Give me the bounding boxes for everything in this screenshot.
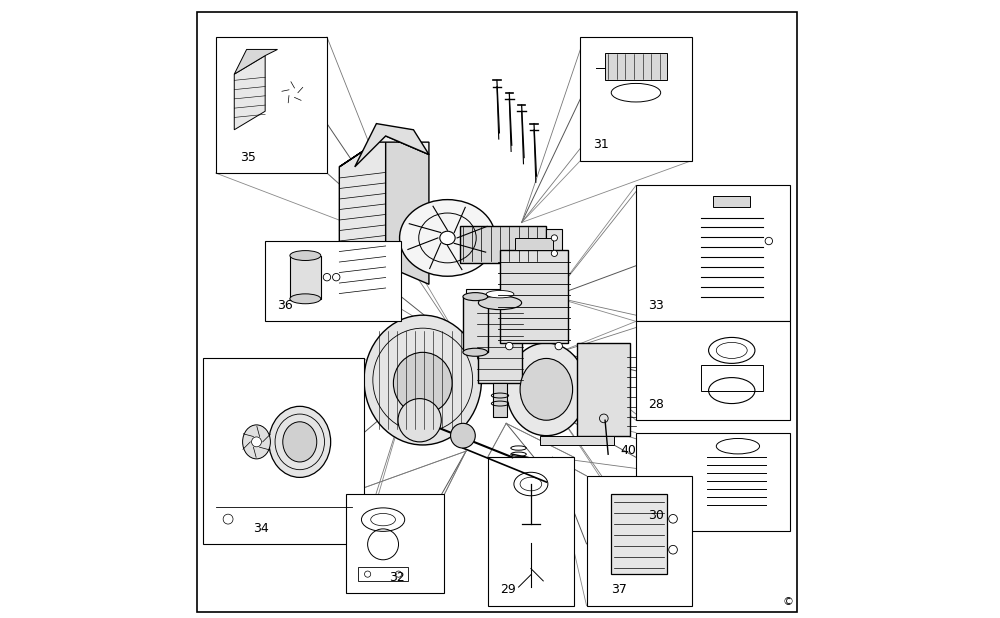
- Ellipse shape: [269, 407, 331, 477]
- Bar: [463, 297, 488, 352]
- Ellipse shape: [290, 251, 321, 261]
- Bar: [500, 250, 568, 343]
- Circle shape: [555, 342, 562, 350]
- Polygon shape: [355, 124, 429, 167]
- Polygon shape: [234, 56, 265, 130]
- Bar: [466, 289, 534, 300]
- Polygon shape: [339, 136, 429, 167]
- Text: 28: 28: [648, 398, 664, 411]
- Ellipse shape: [520, 358, 573, 420]
- Bar: [478, 303, 522, 383]
- Bar: [577, 343, 630, 436]
- Ellipse shape: [486, 290, 514, 298]
- Ellipse shape: [364, 315, 481, 445]
- Bar: [636, 321, 790, 420]
- Ellipse shape: [440, 231, 455, 245]
- Ellipse shape: [371, 514, 395, 526]
- Ellipse shape: [243, 425, 270, 459]
- Circle shape: [398, 399, 441, 442]
- Bar: [546, 229, 562, 260]
- Text: ©: ©: [783, 597, 794, 607]
- Ellipse shape: [393, 352, 452, 414]
- Polygon shape: [234, 49, 278, 74]
- Bar: [460, 226, 546, 263]
- Bar: [216, 37, 327, 173]
- Bar: [636, 433, 790, 531]
- Bar: [358, 567, 408, 581]
- Ellipse shape: [478, 296, 522, 310]
- Ellipse shape: [506, 343, 587, 436]
- Circle shape: [252, 437, 261, 447]
- Bar: [636, 185, 790, 321]
- Bar: [611, 494, 667, 575]
- Circle shape: [506, 342, 513, 350]
- Bar: [605, 53, 667, 80]
- Text: 35: 35: [240, 151, 256, 164]
- Circle shape: [395, 571, 402, 577]
- Bar: [265, 241, 401, 321]
- Ellipse shape: [463, 292, 488, 300]
- Bar: [580, 37, 692, 161]
- Text: 34: 34: [253, 522, 269, 535]
- Ellipse shape: [463, 348, 488, 356]
- Bar: [493, 383, 507, 417]
- Text: 36: 36: [278, 299, 293, 312]
- Text: 40: 40: [621, 444, 636, 457]
- Circle shape: [365, 571, 371, 577]
- Bar: [346, 494, 444, 593]
- Text: 29: 29: [500, 583, 516, 596]
- Circle shape: [551, 250, 557, 256]
- Bar: [713, 196, 750, 207]
- Bar: [203, 358, 364, 544]
- Bar: [701, 365, 763, 391]
- Circle shape: [451, 423, 475, 448]
- Bar: [488, 457, 574, 606]
- Polygon shape: [339, 136, 386, 297]
- Text: 32: 32: [389, 571, 405, 584]
- Bar: [587, 476, 692, 606]
- Bar: [540, 436, 614, 445]
- Text: 37: 37: [611, 583, 627, 596]
- Bar: [290, 255, 321, 298]
- Ellipse shape: [400, 200, 495, 276]
- Bar: [515, 238, 553, 250]
- Polygon shape: [386, 136, 429, 284]
- Ellipse shape: [290, 294, 321, 304]
- Text: 31: 31: [593, 138, 608, 151]
- Circle shape: [551, 235, 557, 241]
- Text: 30: 30: [648, 509, 664, 522]
- Ellipse shape: [283, 421, 317, 462]
- Text: 33: 33: [648, 299, 664, 312]
